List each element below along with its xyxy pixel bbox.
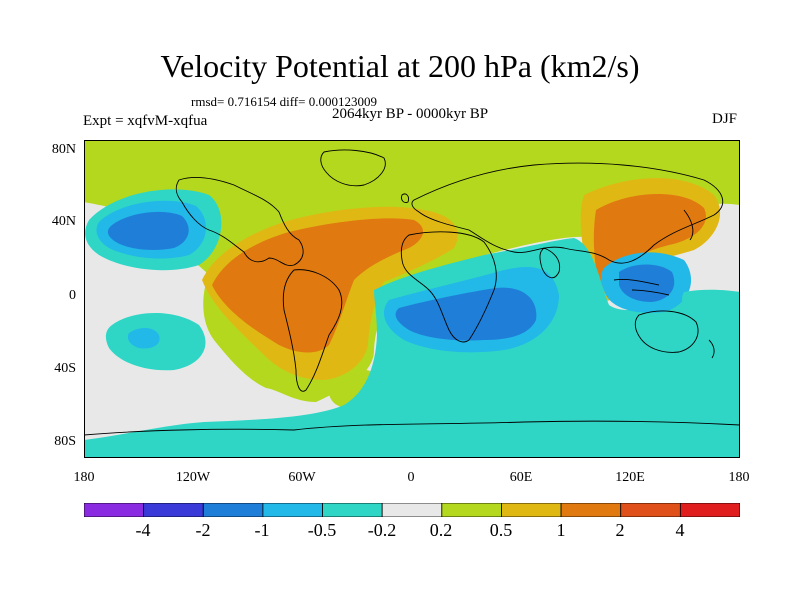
colorbar-label--0.2: -0.2 [367,520,397,540]
lat-label-40s: 40S [54,361,76,376]
colorbar-label-0.5: 0.5 [489,520,513,540]
lon-label-120e: 120E [615,470,645,485]
colorbar-swatches [84,503,740,517]
colorbar-label--4: -4 [135,520,151,540]
figure-title: Velocity Potential at 200 hPa (km2/s) [160,48,640,84]
stats-line: rmsd= 0.716154 diff= 0.000123009 [191,94,377,109]
colorbar-label--2: -2 [195,520,211,540]
colorbar-swatch [501,503,562,517]
colorbar-label-2: 2 [615,520,625,540]
coast-australia [634,310,699,353]
lat-label-40n: 40N [51,214,76,229]
coast-eurasia [411,162,724,264]
colorbar-label-1: 1 [556,520,566,540]
colorbar [84,503,740,517]
colorbar-swatch [679,503,740,517]
period-label: 2064kyr BP - 0000kyr BP [331,106,489,122]
coast-greenland [320,149,386,187]
lon-label-180e: 180 [728,470,750,485]
colorbar-swatch [202,503,264,517]
coast-africa [400,231,497,343]
lon-label-180w: 180 [73,470,95,485]
lon-label-60e: 60E [509,470,533,485]
lon-label-0: 0 [407,470,415,485]
contour-neg3-maritime [619,264,675,302]
contour-fills [84,140,740,458]
lat-label-0: 0 [69,288,76,303]
colorbar-label--0.5: -0.5 [307,520,337,540]
colorbar-label-0.2: 0.2 [429,520,453,540]
colorbar-label-4: 4 [675,520,685,540]
colorbar-label--1: -1 [254,520,270,540]
colorbar-swatch [620,503,681,517]
coastlines [84,149,740,436]
colorbar-swatch [84,503,145,517]
velocity-potential-map [84,140,740,458]
coast-new-zealand [708,339,715,359]
coast-south-america [282,269,343,392]
contour-pos3-atlantic [212,218,424,353]
coast-india [539,247,561,279]
colorbar-swatch [560,503,622,517]
experiment-label: Expt = xqfvM-xqfua [83,113,208,129]
lon-label-120w: 120W [175,470,211,485]
coast-antarctica [84,420,740,436]
lat-label-80s: 80S [54,434,76,449]
contour-neg3-indian [395,287,537,341]
contour-neg1-south [84,238,740,458]
coast-japan [683,209,694,241]
colorbar-swatch [262,503,323,517]
colorbar-swatch [381,503,443,517]
colorbar-swatch [143,503,204,517]
coast-north-america [175,177,304,267]
colorbar-swatch [441,503,502,517]
contour-neg1-epacific [682,289,740,350]
contour-neg2-spacific [127,327,160,349]
coast-uk [401,193,409,203]
colorbar-swatch [322,503,383,517]
season-label: DJF [712,111,738,127]
lon-label-60w: 60W [288,470,316,485]
contour-neg3-npacific [107,211,189,250]
coast-indonesia [613,279,670,296]
map-frame [84,140,740,458]
lat-label-80n: 80N [51,142,76,157]
